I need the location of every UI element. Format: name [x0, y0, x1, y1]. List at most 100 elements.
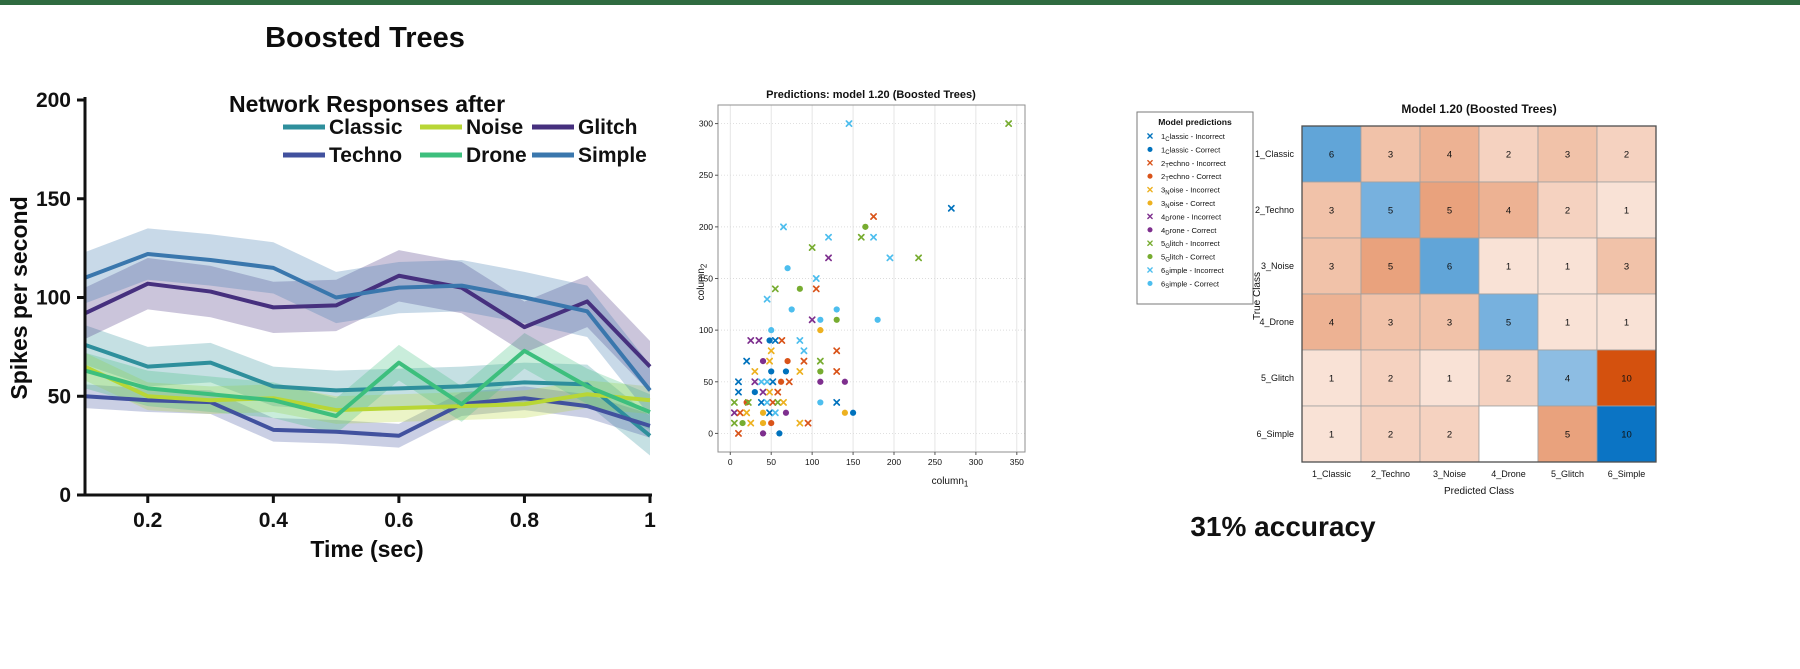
marker-x — [735, 378, 742, 386]
marker-x — [730, 419, 738, 427]
marker-x — [870, 233, 877, 241]
legend-label-simple: Simple — [578, 144, 647, 167]
matrix-cell-value: 3 — [1565, 150, 1570, 161]
marker-o — [784, 358, 791, 365]
accuracy-text: 31% accuracy — [1190, 511, 1376, 542]
marker-x — [1147, 240, 1153, 247]
marker-x — [833, 398, 841, 406]
legend-entry-label: 3Noise - Incorrect — [1161, 186, 1221, 197]
marker-x — [870, 213, 877, 220]
marker-x — [771, 409, 779, 417]
matrix-xlabel: Predicted Class — [1444, 486, 1514, 497]
marker-x — [763, 378, 771, 386]
legend-entry-label: 5Glitch - Incorrect — [1161, 239, 1221, 250]
marker-x — [804, 419, 812, 427]
matrix-cell-value: 4 — [1565, 374, 1570, 385]
matrix-col-label: 4_Drone — [1491, 469, 1526, 479]
marker-x — [833, 347, 841, 355]
marker-x — [845, 120, 853, 128]
matrix-cell-value: 3 — [1624, 262, 1629, 273]
matrix-ylabel: True Class — [1252, 272, 1263, 320]
marker-x — [812, 275, 820, 282]
marker-o — [833, 306, 840, 313]
marker-x — [757, 398, 765, 406]
marker-x — [766, 357, 774, 365]
legend-entry-label: 4Drone - Correct — [1161, 226, 1217, 237]
marker-x — [767, 347, 775, 355]
marker-o — [1147, 280, 1153, 286]
scatter-legend: Model predictions 1Classic - Incorrect 1C… — [1136, 111, 1254, 305]
matrix-cell-value: 5 — [1388, 262, 1393, 273]
marker-o — [849, 409, 857, 416]
marker-x — [743, 409, 751, 417]
marker-x — [796, 337, 804, 344]
marker-x — [808, 244, 816, 251]
marker-x — [757, 378, 765, 386]
marker-x — [780, 398, 787, 406]
marker-o — [766, 337, 773, 344]
marker-o — [751, 389, 758, 396]
line-chart-subtitle: Network Responses after — [229, 91, 505, 117]
matrix-col-label: 1_Classic — [1312, 469, 1352, 479]
marker-x — [769, 398, 777, 406]
matrix-cell — [1596, 405, 1657, 463]
band-simple — [85, 228, 650, 416]
matrix-cell-value: 2 — [1388, 430, 1393, 441]
marker-x — [744, 398, 752, 406]
matrix-cell-value: 2 — [1624, 150, 1629, 161]
marker-o — [841, 409, 848, 416]
legend-entry-label: 1Classic - Correct — [1161, 145, 1221, 156]
matrix-cell — [1478, 405, 1539, 463]
matrix-cell-value: 2 — [1506, 374, 1511, 385]
marker-x — [833, 367, 841, 375]
matrix-row-label: 6_Simple — [1256, 429, 1294, 439]
matrix-col-label: 2_Techno — [1371, 469, 1410, 479]
marker-o — [784, 265, 791, 272]
marker-x — [774, 398, 782, 406]
marker-o — [788, 306, 795, 313]
matrix-cell — [1360, 125, 1421, 183]
matrix-cell-value: 1 — [1329, 430, 1334, 441]
matrix-cell-value: 1 — [1624, 206, 1629, 217]
marker-o — [1147, 200, 1153, 206]
marker-x — [730, 409, 738, 417]
matrix-cell-value: 3 — [1388, 318, 1393, 329]
marker-o — [759, 419, 767, 427]
marker-o — [759, 430, 767, 437]
marker-o — [1147, 227, 1153, 233]
y-tick-label: 100 — [699, 325, 713, 335]
scatter-chart: Predictions: model 1.20 (Boosted Trees) … — [696, 89, 1254, 489]
line-chart-plot-area: 0 50 100 150 200 0.2 0.4 0.6 0.8 1 — [36, 89, 656, 532]
scatter-legend-title: Model predictions — [1158, 117, 1232, 127]
matrix-cell-value: 3 — [1447, 318, 1452, 329]
marker-x — [886, 254, 894, 262]
x-tick-label: 50 — [766, 457, 776, 467]
matrix-cell — [1478, 125, 1539, 183]
marker-x — [796, 419, 804, 427]
matrix-row-label: 2_Techno — [1255, 205, 1294, 215]
marker-x — [796, 367, 804, 375]
x-tick-label: 0.4 — [259, 509, 289, 532]
matrix-title: Model 1.20 (Boosted Trees) — [1401, 102, 1556, 116]
x-tick-label: 100 — [805, 457, 819, 467]
matrix-cell — [1419, 349, 1480, 407]
line-chart: Boosted Trees Network Responses after 0 5… — [6, 22, 656, 562]
marker-x — [1147, 159, 1153, 166]
matrix-cell-value: 2 — [1506, 150, 1511, 161]
legend-entry-label: 3Noise - Correct — [1161, 199, 1216, 210]
matrix-cell — [1301, 405, 1362, 463]
matrix-cell — [1478, 349, 1539, 407]
scatter-xlabel-sub: 1 — [964, 480, 969, 489]
marker-x — [747, 337, 755, 344]
matrix-cell-value: 1 — [1624, 318, 1629, 329]
marker-x — [769, 378, 777, 386]
line-simple — [84, 252, 652, 392]
confusion-matrix-chart: Model 1.20 (Boosted Trees) 6 3 4 2 3 2 3 5 5 4 2 1 3… — [1190, 102, 1657, 542]
marker-x — [743, 357, 751, 365]
marker-o — [817, 378, 824, 385]
y-tick-label: 50 — [48, 385, 71, 408]
marker-x — [730, 398, 738, 406]
y-tick-label: 150 — [699, 274, 713, 284]
marker-o — [817, 327, 824, 334]
